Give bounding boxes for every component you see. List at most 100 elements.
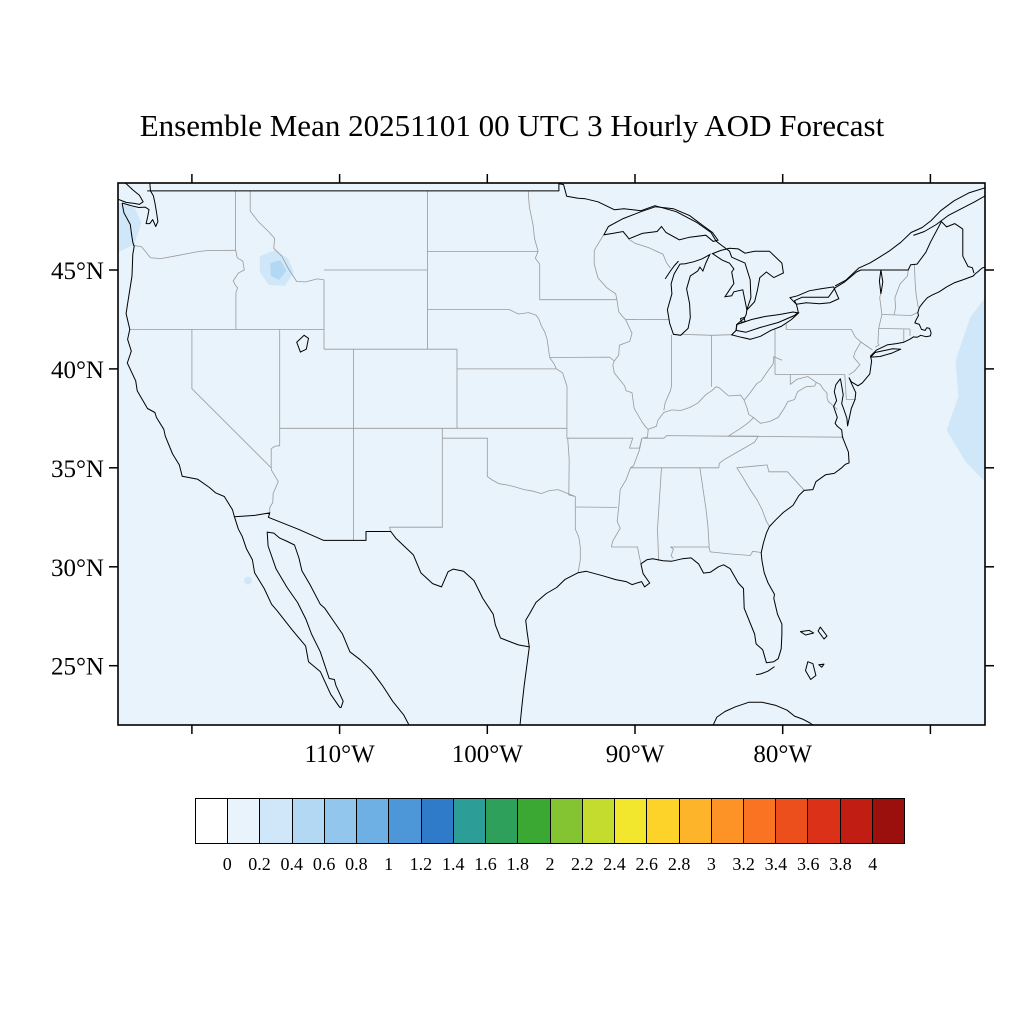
state-border-line: [670, 546, 762, 556]
colorbar-segment-8: [453, 799, 487, 843]
state-border-line: [593, 263, 649, 548]
colorbar-segment-9: [486, 799, 519, 843]
state-border-line: [728, 382, 817, 437]
colorbar-tick-label: 2.2: [571, 854, 594, 874]
map-frame: [117, 182, 986, 726]
lake-outline: [296, 334, 310, 353]
lake-outline: [878, 269, 884, 294]
colorbar-segment-7: [421, 799, 454, 843]
coastline-path: [664, 260, 679, 280]
colorbar-tick-label: 3: [706, 854, 716, 874]
state-border-line: [878, 328, 911, 330]
state-border-line: [611, 546, 642, 564]
state-border-line: [875, 314, 883, 348]
state-border-line: [132, 244, 236, 260]
colorbar-tick-label: 3.2: [732, 854, 755, 874]
lon-tick-label: 80°W: [753, 741, 812, 768]
state-border-line: [442, 437, 576, 497]
colorbar-tick-label: 1.8: [506, 854, 529, 874]
state-border-line: [736, 464, 805, 491]
lon-tick-label: 100°W: [452, 741, 523, 768]
coastline-path: [805, 661, 817, 680]
state-border-line: [743, 400, 754, 418]
colorbar-tick-label: 0.8: [345, 854, 368, 874]
state-border-line: [663, 334, 672, 411]
lat-tick-label: 45°N: [51, 258, 104, 285]
colorbar-tick-label: 1.6: [474, 854, 497, 874]
aod-contour-patch-3: [270, 260, 287, 280]
colorbar-segment-11: [550, 799, 583, 843]
state-border-line: [790, 376, 838, 410]
coastline-path: [817, 626, 828, 640]
coastline-path: [233, 516, 410, 725]
colorbar-segment-12: [582, 799, 616, 843]
colorbar-segment-21: [872, 799, 905, 843]
state-border-line: [593, 235, 604, 265]
lake-outline: [666, 253, 711, 336]
plot-title: Ensemble Mean 20251101 00 UTC 3 Hourly A…: [139, 108, 885, 143]
colorbar-tick-label: 2.4: [603, 854, 626, 874]
state-border-line: [270, 428, 281, 468]
lake-outline: [602, 206, 719, 242]
colorbar-tick-label: 1: [384, 854, 394, 874]
state-border-line: [699, 467, 710, 548]
colorbar-segment-13: [615, 799, 648, 843]
colorbar-segment-14: [647, 799, 680, 843]
state-border-line: [881, 311, 919, 316]
lon-tick-label: 90°W: [606, 741, 665, 768]
coastline-path: [818, 663, 825, 668]
coastline-path: [834, 187, 985, 287]
state-border-line: [191, 329, 279, 513]
state-border-line: [249, 190, 325, 283]
state-border-line: [657, 467, 662, 561]
coastline-path: [870, 348, 902, 358]
aod-contour-speck: [244, 576, 252, 585]
colorbar-tick-label: 3.8: [829, 854, 852, 874]
colorbar-segment-15: [679, 799, 712, 843]
colorbar-tick-label: 0.4: [280, 854, 304, 874]
colorbar-segment-17: [743, 799, 777, 843]
colorbar-segment-6: [389, 799, 422, 843]
state-border-line: [648, 356, 783, 430]
colorbar-segment-4: [324, 799, 358, 843]
state-border-line: [232, 250, 245, 330]
state-border-line: [670, 546, 674, 559]
colorbar-segment-2: [260, 799, 293, 843]
state-border-line: [527, 190, 539, 252]
state-border-line: [728, 435, 844, 438]
colorbar-tick-label: 0.2: [248, 854, 271, 874]
state-border-line: [844, 374, 856, 400]
state-border-line: [628, 238, 671, 269]
coastline-path: [756, 666, 775, 676]
colorbar-tick-label: 2: [545, 854, 555, 874]
colorbar-segment-10: [518, 799, 551, 843]
colorbar-tick-label: 3.4: [764, 854, 788, 874]
colorbar: [195, 798, 905, 844]
colorbar-tick-label: 3.6: [796, 854, 820, 874]
colorbar-tick-label: 1.4: [441, 854, 465, 874]
lake-outline: [711, 247, 784, 312]
state-border-line: [388, 438, 443, 532]
coastline-path: [118, 183, 144, 205]
colorbar-segment-0: [196, 799, 229, 843]
colorbar-tick-label: 2.8: [667, 854, 691, 874]
coastline-path: [121, 183, 159, 227]
colorbar-segment-20: [840, 799, 873, 843]
state-border-line: [718, 435, 759, 468]
lat-tick-label: 30°N: [51, 555, 104, 582]
state-border-line: [914, 264, 919, 308]
coastline-path: [519, 646, 530, 725]
map-background: [118, 183, 985, 725]
colorbar-tick-label: 0.6: [312, 854, 336, 874]
state-border-line: [427, 309, 540, 320]
lon-tick-label: 110°W: [305, 741, 376, 768]
lat-tick-label: 35°N: [51, 456, 104, 483]
colorbar-segment-3: [292, 799, 325, 843]
map-layers: [118, 183, 985, 725]
colorbar-tick-label: 0: [222, 854, 232, 874]
state-border-line: [893, 269, 909, 315]
coastline-path: [121, 202, 985, 664]
state-border-line: [534, 251, 541, 300]
state-border-line: [736, 467, 770, 527]
